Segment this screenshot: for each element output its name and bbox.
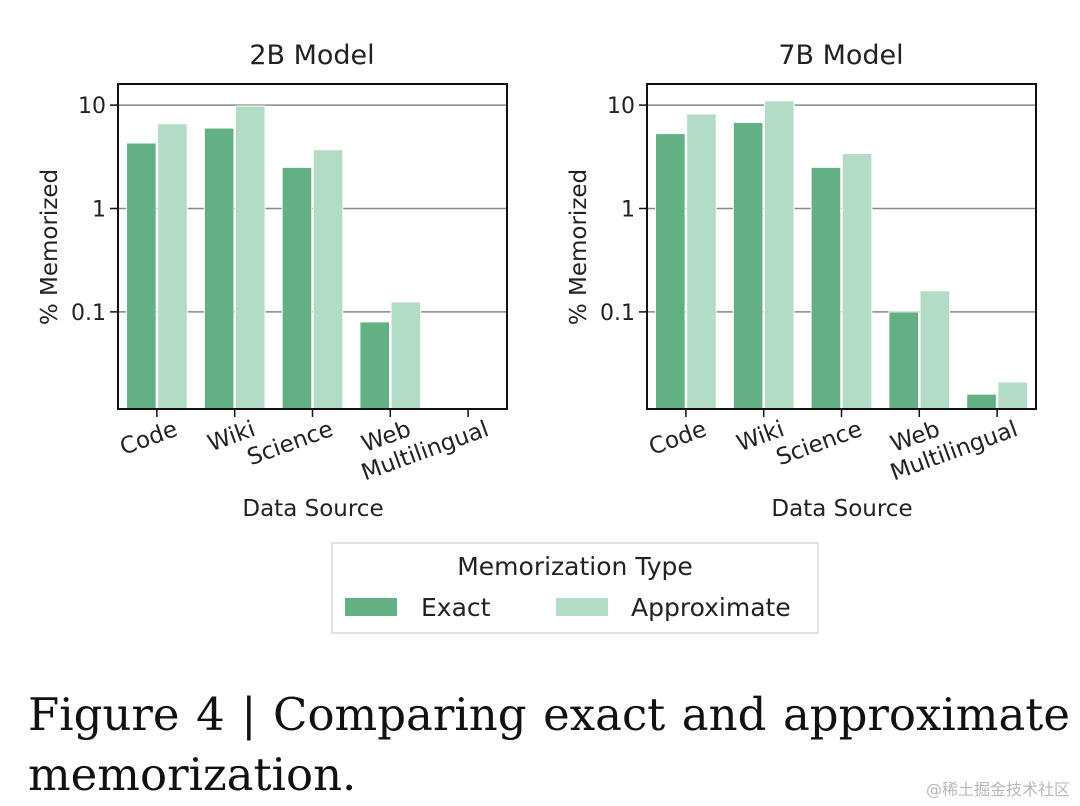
bar-approximate-multilingual: [997, 381, 1028, 410]
bar-exact-web: [359, 321, 391, 410]
legend-title: Memorization Type: [457, 552, 693, 581]
y-tick-label: 0.1: [600, 301, 635, 326]
bar-approximate-code: [157, 123, 188, 410]
y-tick-label: 10: [607, 94, 635, 119]
plot-frame: [646, 83, 1037, 410]
y-tick-label: 0.1: [71, 301, 106, 326]
bar-exact-code: [126, 142, 157, 410]
x-tick-label: Science: [244, 416, 337, 471]
figure: 2B Model % Memorized Data Source 0.1 1 10 C…: [37, 40, 1037, 634]
bar-exact-multilingual: [966, 393, 997, 410]
legend-label-approximate: Approximate: [631, 593, 791, 622]
legend-label-exact: Exact: [421, 593, 491, 622]
bar-approximate-science: [312, 149, 344, 410]
x-axis-label: Data Source: [242, 496, 383, 522]
y-axis-label: % Memorized: [566, 169, 592, 325]
x-tick-label: Code: [646, 416, 710, 461]
chart-title: 7B Model: [778, 40, 903, 71]
legend: Memorization Type Exact Approximate: [331, 542, 819, 634]
x-tick-label: Science: [773, 416, 866, 471]
chart-2b-model: 2B Model % Memorized Data Source 0.1 1 10 C…: [37, 40, 508, 522]
chart-title: 2B Model: [249, 40, 374, 71]
legend-frame: [331, 542, 819, 634]
legend-swatch-approximate: [556, 598, 608, 616]
bar-exact-code: [655, 133, 686, 410]
bar-exact-web: [888, 311, 920, 410]
legend-swatch-exact: [345, 598, 397, 616]
bar-approximate-wiki: [763, 100, 795, 410]
y-tick-label: 1: [92, 197, 106, 222]
bar-exact-wiki: [203, 127, 235, 410]
y-axis-label: % Memorized: [37, 169, 63, 325]
x-axis-label: Data Source: [771, 496, 912, 522]
chart-7b-model: 7B Model % Memorized Data Source 0.1 1 10 C…: [566, 40, 1037, 522]
bar-approximate-code: [686, 113, 717, 410]
y-tick-label: 1: [621, 197, 635, 222]
y-tick-label: 10: [78, 94, 106, 119]
watermark: @稀土掘金技术社区: [925, 780, 1070, 799]
figure-caption: Figure 4 | Comparing exact and approxima…: [28, 688, 1070, 801]
bar-exact-wiki: [732, 121, 764, 410]
bar-approximate-wiki: [234, 105, 266, 410]
bar-approximate-science: [841, 153, 873, 410]
bar-approximate-web: [390, 301, 422, 410]
bar-exact-science: [810, 166, 842, 410]
bar-approximate-web: [919, 290, 951, 410]
x-tick-label: Code: [117, 416, 181, 461]
bar-exact-science: [281, 166, 313, 410]
plot-frame: [117, 83, 508, 410]
